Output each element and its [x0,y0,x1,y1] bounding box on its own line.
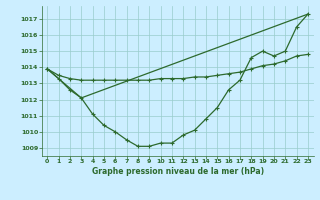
X-axis label: Graphe pression niveau de la mer (hPa): Graphe pression niveau de la mer (hPa) [92,167,264,176]
